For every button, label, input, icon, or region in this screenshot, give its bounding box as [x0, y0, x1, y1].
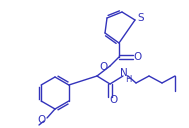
- Text: H: H: [125, 76, 131, 84]
- Text: O: O: [38, 115, 46, 125]
- Text: O: O: [110, 95, 118, 105]
- Text: S: S: [138, 13, 144, 23]
- Text: O: O: [134, 52, 142, 62]
- Text: O: O: [100, 62, 108, 72]
- Text: N: N: [120, 68, 128, 78]
